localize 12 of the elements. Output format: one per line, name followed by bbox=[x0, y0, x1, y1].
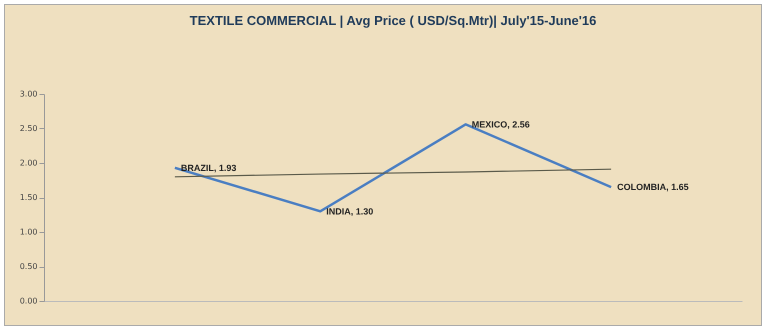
y-tick-label: 1.50 bbox=[20, 193, 38, 202]
y-tick-label: 2.50 bbox=[20, 124, 38, 133]
y-tick-label: 3.00 bbox=[20, 90, 38, 98]
data-label: MEXICO, 2.56 bbox=[472, 119, 530, 130]
data-label: COLOMBIA, 1.65 bbox=[617, 182, 689, 192]
y-tick-label: 2.00 bbox=[20, 158, 38, 168]
data-label: INDIA, 1.30 bbox=[326, 206, 374, 216]
chart-title: TEXTILE COMMERCIAL | Avg Price ( USD/Sq.Mtr)| July'15-June'16 bbox=[190, 13, 596, 28]
data-label: BRAZIL, 1.93 bbox=[180, 162, 236, 173]
y-tick-label: 0.00 bbox=[20, 296, 38, 306]
y-tick-label: 1.00 bbox=[20, 228, 38, 236]
y-tick-label: 0.50 bbox=[20, 262, 38, 271]
